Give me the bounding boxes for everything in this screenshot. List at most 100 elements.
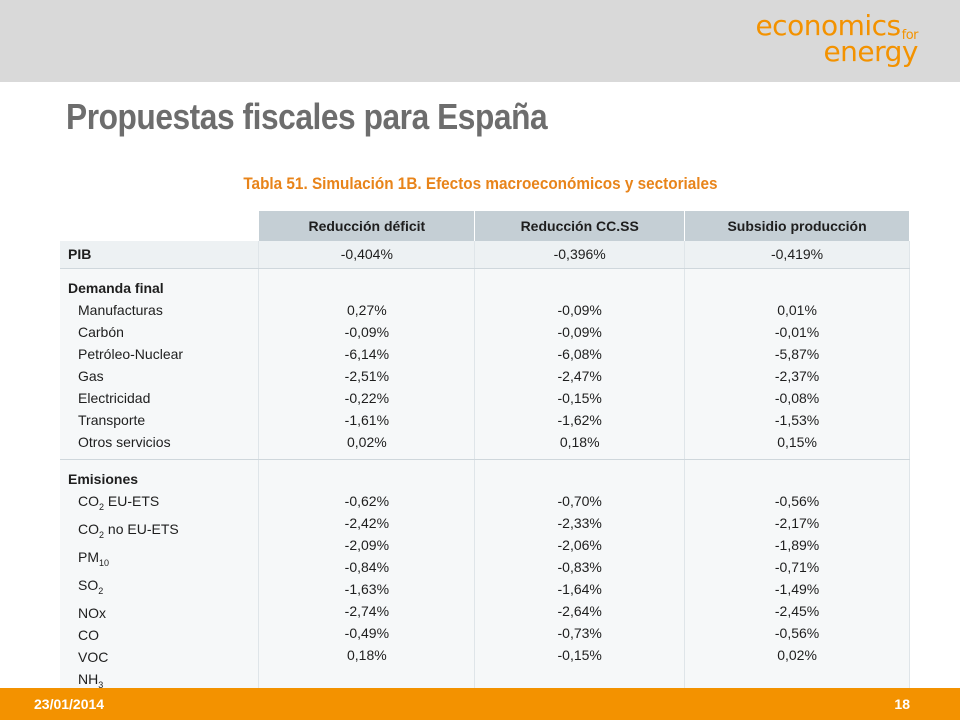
logo-word-economics: economics [755,9,901,42]
demanda-labels: Demanda final Manufacturas Carbón Petróleo… [60,268,260,460]
demanda-value: -5,87% [774,345,820,362]
demanda-item: Carbón [78,323,124,340]
header-reduccion-deficit: Reducción déficit [258,211,476,241]
emisiones-value: -0,56% [774,624,820,641]
demanda-value: -1,53% [774,411,820,428]
top-bar: economicsfor energy [0,0,960,82]
footer-date: 23/01/2014 [34,696,105,712]
emisiones-item-subscript: 10 [99,557,110,568]
emisiones-value: -0,71% [774,558,820,575]
emisiones-value: -2,74% [344,602,390,619]
emisiones-value: -1,64% [557,580,602,597]
demanda-value: -6,14% [344,345,390,362]
emisiones-labels: Emisiones CO2 EU-ETS CO2 no EU-ETS PM10 SO2… [60,459,260,703]
emisiones-item: NH3 [68,668,258,696]
emisiones-value: -1,63% [344,580,390,597]
pib-value-2: -0,396% [474,241,686,269]
header-blank-cell [60,211,260,241]
emisiones-value: -0,15% [557,646,602,663]
demanda-item: Petróleo-Nuclear [78,345,184,362]
emisiones-value: -0,73% [557,624,602,641]
emisiones-value: -2,45% [774,602,820,619]
emisiones-value: -0,83% [557,558,602,575]
emisiones-value: -1,49% [774,580,820,597]
pib-value-1: -0,404% [258,241,476,269]
demanda-item: Gas [78,367,104,384]
pib-value-3: -0,419% [684,241,910,269]
table-caption: Tabla 51. Simulación 1B. Efectos macroec… [0,174,960,194]
footer-bar: 23/01/2014 18 [0,688,960,720]
emisiones-value: -0,56% [774,492,820,509]
emisiones-heading: Emisiones [68,470,139,487]
demanda-value: -2,37% [774,367,820,384]
demanda-value: -6,08% [557,345,602,362]
emisiones-value: -0,84% [344,558,390,575]
demanda-heading: Demanda final [68,279,164,296]
demanda-item: Otros servicios [78,433,171,450]
table-row-pib: PIB -0,404% -0,396% -0,419% [60,241,910,269]
emisiones-value: -2,64% [557,602,602,619]
page-number: 18 [894,696,910,712]
emisiones-value: -0,70% [557,492,602,509]
emisiones-item-subscript: 2 [98,585,104,596]
economics-for-energy-logo: economicsfor energy [755,12,918,66]
demanda-values-3: 0,01% -0,01% -5,87% -2,37% -0,08% -1,53% 0,15% [684,268,910,460]
emisiones-value: -2,06% [557,536,602,553]
emisiones-value: 0,18% [346,646,387,663]
emisiones-item-base: CO [78,520,99,537]
pib-label: PIB [60,241,260,269]
header-subsidio-produccion: Subsidio producción [684,211,910,241]
demanda-value: 0,02% [346,433,387,450]
table-row-demanda-final: Demanda final Manufacturas Carbón Petróleo… [60,268,910,460]
emisiones-item: CO [68,624,258,646]
emisiones-item-base: VOC [78,648,109,665]
emisiones-item-subscript: 2 [99,529,105,540]
demanda-item: Transporte [78,411,146,428]
emisiones-value: -2,17% [774,514,820,531]
emisiones-value: -0,49% [344,624,390,641]
emisiones-item-base: CO [78,626,99,643]
demanda-values-2: -0,09% -0,09% -6,08% -2,47% -0,15% -1,62% 0,18… [474,268,686,460]
emisiones-item-base: CO [78,492,99,509]
emisiones-value: -2,33% [557,514,602,531]
emisiones-item-subscript: 2 [99,501,105,512]
emisiones-item: CO2 no EU-ETS [68,518,258,546]
demanda-value: -0,22% [344,389,390,406]
emisiones-value: -1,89% [774,536,820,553]
demanda-value: -0,09% [344,323,390,340]
demanda-value: 0,15% [777,433,817,450]
emisiones-value: 0,02% [777,646,817,663]
demanda-value: -1,62% [557,411,602,428]
emisiones-value: -2,09% [344,536,390,553]
results-table: Reducción déficit Reducción CC.SS Subsid… [60,211,910,703]
demanda-value: -0,09% [557,301,602,318]
table-header-row: Reducción déficit Reducción CC.SS Subsid… [60,211,910,241]
emisiones-item-base: NOx [78,604,106,621]
emisiones-item-base: NH [78,670,99,687]
emisiones-item-base: SO [78,576,99,593]
demanda-value: 0,01% [777,301,817,318]
logo-word-for: for [901,28,919,43]
page-title: Propuestas fiscales para España [66,96,548,137]
demanda-value: 0,27% [346,301,387,318]
demanda-values-1: 0,27% -0,09% -6,14% -2,51% -0,22% -1,61% 0,02% [258,268,476,460]
emisiones-item: SO2 [68,574,258,602]
demanda-value: -2,51% [344,367,390,384]
table-caption-text: Tabla 51. Simulación 1B. Efectos macroec… [242,174,718,193]
demanda-value: -0,08% [774,389,820,406]
emisiones-item-subscript: 3 [98,679,104,690]
demanda-value: -0,01% [774,323,820,340]
emisiones-item: NOx [68,602,258,624]
demanda-value: -2,47% [557,367,602,384]
emisiones-value: -2,42% [344,514,390,531]
logo-word-energy: energy [823,35,918,68]
demanda-value: -0,15% [557,389,602,406]
emisiones-item-suffix: EU-ETS [104,492,160,509]
demanda-value: -1,61% [344,411,390,428]
emisiones-values-1: -0,62% -2,42% -2,09% -0,84% -1,63% -2,74% -0,4… [258,459,476,703]
demanda-item: Manufacturas [78,301,163,318]
emisiones-values-2: -0,70% -2,33% -2,06% -0,83% -1,64% -2,64% -0,7… [474,459,686,703]
emisiones-item: CO2 EU-ETS [68,490,258,518]
demanda-item: Electricidad [78,389,151,406]
emisiones-item-base: PM [78,548,99,565]
